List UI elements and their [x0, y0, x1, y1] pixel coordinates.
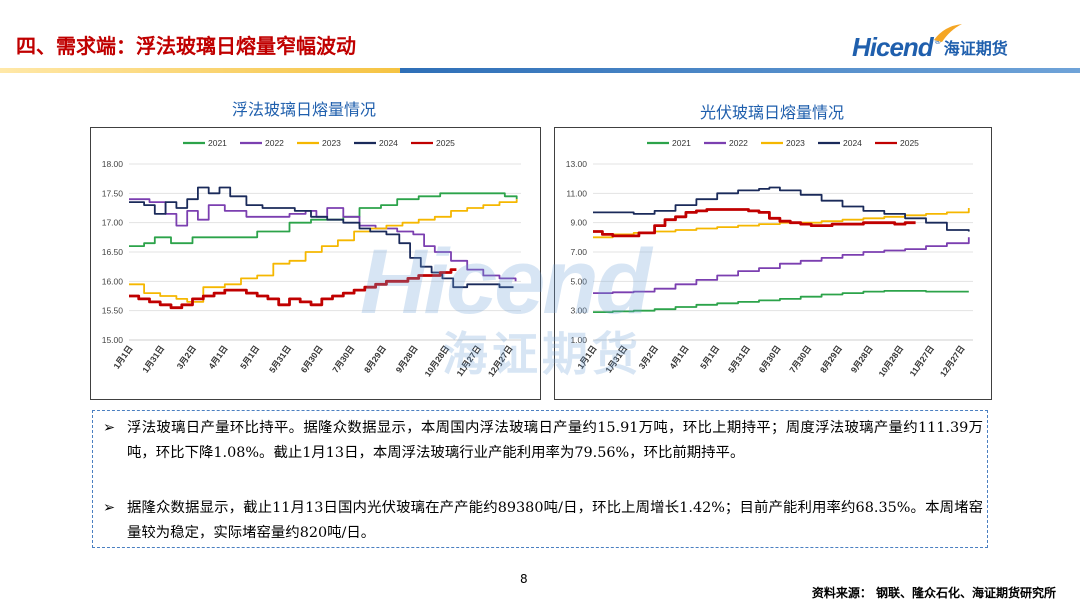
legend-label: 2025 — [436, 138, 455, 148]
x-tick-label: 11月27日 — [454, 343, 483, 378]
x-tick-label: 3月2日 — [637, 343, 660, 370]
y-tick-label: 18.00 — [102, 159, 124, 169]
x-tick-label: 1月31日 — [140, 343, 166, 374]
y-tick-label: 1.00 — [570, 335, 587, 345]
chart-float-glass-svg: 15.00 15.50 16.00 16.50 17.00 17.50 18.00 1月1日 1… — [102, 138, 521, 379]
y-tick-label: 15.00 — [102, 335, 124, 345]
y-tick-label: 15.50 — [102, 306, 124, 316]
source-note: 资料来源： 钢联、隆众石化、海证期货研究所 — [811, 586, 1056, 600]
page-number: 8 — [520, 572, 528, 586]
header-band-yellow — [0, 68, 400, 73]
y-tick-label: 16.00 — [102, 276, 124, 286]
legend-label: 2023 — [322, 138, 341, 148]
chart-pv-glass: 1.00 3.00 5.00 7.00 9.00 11.00 13.00 1月1日 1月31日 3… — [554, 127, 992, 400]
legend-label: 2024 — [843, 138, 862, 148]
x-tick-label: 5月1日 — [238, 343, 261, 370]
x-tick-label: 10月28日 — [423, 343, 452, 378]
legend-label: 2021 — [208, 138, 227, 148]
x-tick-label: 5月1日 — [698, 343, 721, 370]
bullet-arrow-icon: ➢ — [103, 500, 116, 516]
y-tick-label: 17.00 — [102, 218, 124, 228]
chart-title-pv: 光伏玻璃日熔量情况 — [700, 103, 845, 122]
x-tick-label: 12月27日 — [486, 343, 515, 378]
x-tick-label: 5月31日 — [726, 343, 752, 374]
x-tick-label: 6月30日 — [299, 343, 325, 374]
series-line-2024 — [593, 186, 970, 232]
legend-label: 2023 — [786, 138, 805, 148]
bullet-pv-glass: ➢ 据隆众数据显示，截止11月13日国内光伏玻璃在产产能约89380吨/日，环比… — [103, 496, 983, 546]
y-tick-label: 16.50 — [102, 247, 124, 257]
logo-chinese: 海证期货 — [943, 39, 1008, 58]
x-tick-label: 7月30日 — [330, 343, 356, 374]
header-band-blue — [400, 68, 1080, 73]
bullet-text: 浮法玻璃日产量环比持平。据隆众数据显示，本周国内浮法玻璃日产量约15.91万吨，… — [127, 420, 983, 461]
x-tick-label: 5月31日 — [267, 343, 293, 374]
y-tick-label: 17.50 — [102, 188, 124, 198]
x-tick-label: 6月30日 — [757, 343, 783, 374]
x-tick-label: 9月28日 — [394, 343, 420, 374]
y-tick-label: 5.00 — [570, 276, 587, 286]
x-tick-label: 7月30日 — [787, 343, 813, 374]
legend-label: 2021 — [672, 138, 691, 148]
series-line-2025 — [129, 268, 457, 310]
x-tick-label: 3月2日 — [175, 343, 198, 370]
y-tick-label: 9.00 — [570, 218, 587, 228]
x-tick-label: 12月27日 — [938, 343, 967, 378]
x-tick-label: 4月1日 — [206, 343, 229, 370]
legend-label: 2022 — [265, 138, 284, 148]
y-tick-label: 11.00 — [566, 188, 587, 198]
slide-title: 四、需求端：浮法玻璃日熔量窄幅波动 — [16, 34, 356, 58]
x-tick-label: 1月1日 — [575, 343, 598, 370]
logo-swoosh-icon — [934, 24, 962, 42]
series-line-2021 — [129, 192, 518, 247]
series-line-2024 — [129, 186, 514, 289]
legend-label: 2024 — [379, 138, 398, 148]
x-tick-label: 1月31日 — [603, 343, 629, 374]
y-tick-label: 3.00 — [570, 306, 587, 316]
legend-label: 2022 — [729, 138, 748, 148]
x-tick-label: 8月29日 — [362, 343, 388, 374]
logo: Hicend ® 海证期货 — [852, 24, 1008, 64]
x-tick-label: 1月1日 — [111, 343, 134, 370]
series-line-2021 — [593, 290, 969, 313]
x-tick-label: 4月1日 — [667, 343, 690, 370]
series-line-2022 — [593, 237, 970, 294]
y-tick-label: 7.00 — [570, 247, 587, 257]
bullet-text: 据隆众数据显示，截止11月13日国内光伏玻璃在产产能约89380吨/日，环比上周… — [127, 500, 983, 541]
x-tick-label: 10月28日 — [877, 343, 906, 378]
commentary-box: ➢ 浮法玻璃日产量环比持平。据隆众数据显示，本周国内浮法玻璃日产量约15.91万… — [92, 410, 988, 548]
bullet-arrow-icon: ➢ — [103, 420, 116, 436]
logo-text: Hicend — [852, 31, 934, 62]
x-tick-label: 8月29日 — [818, 343, 844, 374]
series-line-2022 — [129, 198, 517, 282]
bullet-float-glass: ➢ 浮法玻璃日产量环比持平。据隆众数据显示，本周国内浮法玻璃日产量约15.91万… — [103, 416, 983, 466]
chart-title-float: 浮法玻璃日熔量情况 — [232, 100, 377, 119]
logo-registered-mark: ® — [933, 36, 942, 46]
legend-label: 2025 — [900, 138, 919, 148]
y-tick-label: 13.00 — [566, 159, 588, 169]
series-line-2023 — [129, 199, 518, 303]
chart-float-glass: 15.00 15.50 16.00 16.50 17.00 17.50 18.00 1月1日 1… — [90, 127, 541, 400]
chart-pv-glass-svg: 1.00 3.00 5.00 7.00 9.00 11.00 13.00 1月1日 1月31日 3… — [566, 138, 973, 379]
series-line-2025 — [593, 208, 916, 238]
x-tick-label: 11月27日 — [907, 343, 936, 378]
x-tick-label: 9月28日 — [849, 343, 875, 374]
